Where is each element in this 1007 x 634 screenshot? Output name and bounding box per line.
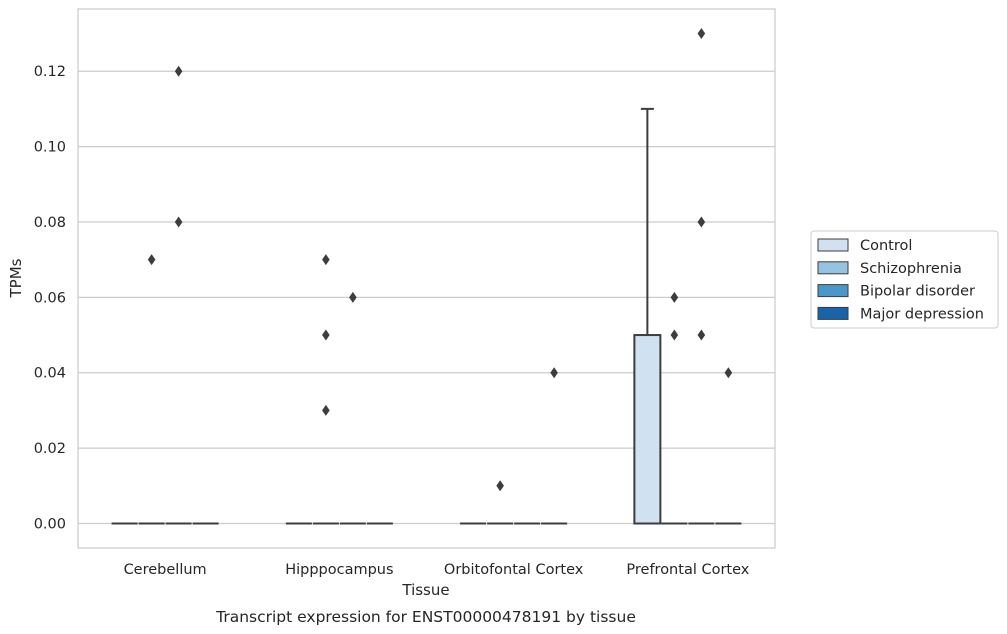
- legend-label: Bipolar disorder: [860, 284, 975, 300]
- y-tick-label: 0.12: [34, 64, 66, 80]
- outlier-point: [670, 329, 679, 341]
- y-tick-label: 0.04: [34, 366, 66, 382]
- legend-label: Schizophrenia: [860, 261, 962, 277]
- outlier-point: [724, 367, 733, 379]
- outlier-point: [697, 216, 706, 228]
- x-tick-label: Hipppocampus: [285, 562, 393, 578]
- x-tick-label: Cerebellum: [124, 562, 207, 578]
- y-axis-ticks: 0.00 0.02 0.04 0.06 0.08 0.10 0.12: [34, 64, 66, 532]
- box: [633, 334, 662, 525]
- outlier-point: [147, 254, 156, 266]
- legend-swatch: [817, 238, 849, 252]
- outlier-point: [322, 254, 330, 266]
- y-tick-label: 0.00: [34, 517, 66, 533]
- y-tick-label: 0.02: [34, 441, 66, 457]
- legend-swatch: [817, 261, 849, 275]
- gridlines: [78, 70, 775, 525]
- outlier-point: [697, 329, 706, 341]
- legend-label: Control: [860, 238, 912, 254]
- legend: Control Schizophrenia Bipolar disorder Majo…: [810, 230, 999, 329]
- x-tick-label: Prefrontal Cortex: [626, 562, 749, 578]
- outlier-point: [496, 480, 504, 492]
- y-tick-label: 0.08: [34, 215, 66, 231]
- box-marks: [111, 28, 742, 525]
- outlier-point: [174, 65, 183, 77]
- outlier-point: [174, 216, 183, 228]
- outlier-point: [349, 291, 357, 303]
- y-tick-label: 0.10: [34, 140, 66, 156]
- legend-frame: [810, 230, 999, 329]
- y-axis-label: TPMs: [7, 258, 25, 298]
- outlier-point: [697, 28, 706, 39]
- x-axis-ticks: Cerebellum Hipppocampus Orbitofontal Corte…: [124, 562, 750, 578]
- chart-caption: Transcript expression for ENST0000047819…: [215, 608, 636, 626]
- legend-swatch: [817, 306, 849, 320]
- y-tick-label: 0.06: [34, 290, 66, 306]
- outlier-point: [322, 329, 330, 341]
- legend-label: Major depression: [860, 306, 984, 322]
- outlier-point: [550, 367, 558, 379]
- plot-frame: [77, 8, 776, 549]
- outlier-point: [670, 291, 679, 303]
- x-tick-label: Orbitofontal Cortex: [444, 562, 584, 578]
- x-axis-label: Tissue: [401, 581, 449, 599]
- outlier-point: [322, 404, 330, 416]
- legend-swatch: [817, 284, 849, 298]
